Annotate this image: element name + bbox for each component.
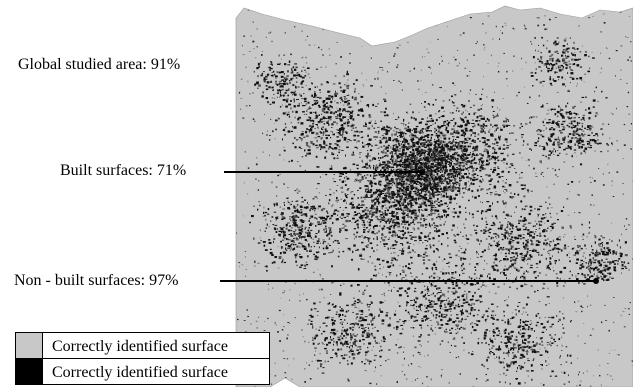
legend-swatch-black <box>16 359 43 384</box>
global-accuracy-label: Global studied area: 91% <box>18 56 181 73</box>
built-sample-point <box>419 169 425 175</box>
nonbuilt-sample-point <box>593 278 599 284</box>
legend-item-black: Correctly identified surface <box>15 358 270 385</box>
legend-label-black: Correctly identified surface <box>52 364 228 381</box>
built-accuracy-label: Built surfaces: 71% <box>60 162 187 179</box>
nonbuilt-accuracy-label: Non - built surfaces: 97% <box>14 272 179 289</box>
legend-swatch-gray <box>16 333 43 358</box>
legend-label-gray: Correctly identified surface <box>52 338 228 355</box>
legend-item-gray: Correctly identified surface <box>15 332 270 359</box>
